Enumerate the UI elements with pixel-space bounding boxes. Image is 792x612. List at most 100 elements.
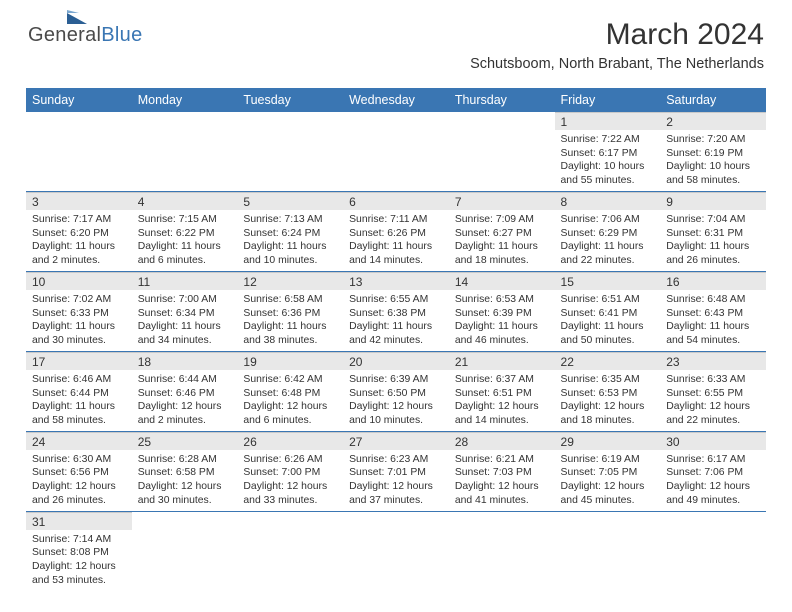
day-number: 24 <box>26 432 132 450</box>
calendar-cell: 4Sunrise: 7:15 AMSunset: 6:22 PMDaylight… <box>132 191 238 271</box>
day-number: 30 <box>660 432 766 450</box>
cell-body: Sunrise: 6:46 AMSunset: 6:44 PMDaylight:… <box>26 370 132 431</box>
day-number: 27 <box>343 432 449 450</box>
cell-body: Sunrise: 7:02 AMSunset: 6:33 PMDaylight:… <box>26 290 132 351</box>
day-number: 17 <box>26 352 132 370</box>
day-number: 29 <box>555 432 661 450</box>
calendar-cell: 21Sunrise: 6:37 AMSunset: 6:51 PMDayligh… <box>449 351 555 431</box>
calendar-cell: 25Sunrise: 6:28 AMSunset: 6:58 PMDayligh… <box>132 431 238 511</box>
cell-body: Sunrise: 6:26 AMSunset: 7:00 PMDaylight:… <box>237 450 343 511</box>
calendar-cell <box>237 112 343 191</box>
day-header: Monday <box>132 88 238 112</box>
day-header-row: SundayMondayTuesdayWednesdayThursdayFrid… <box>26 88 766 112</box>
cell-body: Sunrise: 6:39 AMSunset: 6:50 PMDaylight:… <box>343 370 449 431</box>
day-header: Saturday <box>660 88 766 112</box>
calendar-cell <box>26 112 132 191</box>
cell-body: Sunrise: 7:14 AMSunset: 8:08 PMDaylight:… <box>26 530 132 591</box>
calendar-cell <box>132 511 238 590</box>
cell-body: Sunrise: 7:09 AMSunset: 6:27 PMDaylight:… <box>449 210 555 271</box>
calendar-cell: 22Sunrise: 6:35 AMSunset: 6:53 PMDayligh… <box>555 351 661 431</box>
calendar-cell: 20Sunrise: 6:39 AMSunset: 6:50 PMDayligh… <box>343 351 449 431</box>
flag-icon <box>67 10 93 28</box>
day-number: 13 <box>343 272 449 290</box>
calendar-row: 17Sunrise: 6:46 AMSunset: 6:44 PMDayligh… <box>26 351 766 431</box>
day-number: 22 <box>555 352 661 370</box>
calendar-row: 31Sunrise: 7:14 AMSunset: 8:08 PMDayligh… <box>26 511 766 590</box>
cell-body: Sunrise: 7:17 AMSunset: 6:20 PMDaylight:… <box>26 210 132 271</box>
calendar-row: 1Sunrise: 7:22 AMSunset: 6:17 PMDaylight… <box>26 112 766 191</box>
day-number: 31 <box>26 512 132 530</box>
day-number: 9 <box>660 192 766 210</box>
cell-body: Sunrise: 6:44 AMSunset: 6:46 PMDaylight:… <box>132 370 238 431</box>
day-header: Friday <box>555 88 661 112</box>
subtitle: Schutsboom, North Brabant, The Netherlan… <box>470 56 764 72</box>
day-number: 1 <box>555 112 661 130</box>
calendar-cell: 30Sunrise: 6:17 AMSunset: 7:06 PMDayligh… <box>660 431 766 511</box>
cell-body: Sunrise: 6:33 AMSunset: 6:55 PMDaylight:… <box>660 370 766 431</box>
calendar-cell <box>343 511 449 590</box>
day-header: Sunday <box>26 88 132 112</box>
cell-body: Sunrise: 6:42 AMSunset: 6:48 PMDaylight:… <box>237 370 343 431</box>
cell-body: Sunrise: 6:35 AMSunset: 6:53 PMDaylight:… <box>555 370 661 431</box>
calendar-cell <box>237 511 343 590</box>
calendar-cell: 5Sunrise: 7:13 AMSunset: 6:24 PMDaylight… <box>237 191 343 271</box>
calendar-cell <box>449 511 555 590</box>
day-number: 25 <box>132 432 238 450</box>
cell-body: Sunrise: 6:17 AMSunset: 7:06 PMDaylight:… <box>660 450 766 511</box>
calendar-row: 3Sunrise: 7:17 AMSunset: 6:20 PMDaylight… <box>26 191 766 271</box>
day-header: Thursday <box>449 88 555 112</box>
day-header: Wednesday <box>343 88 449 112</box>
day-number: 11 <box>132 272 238 290</box>
calendar-cell: 27Sunrise: 6:23 AMSunset: 7:01 PMDayligh… <box>343 431 449 511</box>
day-number: 21 <box>449 352 555 370</box>
calendar-cell: 2Sunrise: 7:20 AMSunset: 6:19 PMDaylight… <box>660 112 766 191</box>
calendar-table: SundayMondayTuesdayWednesdayThursdayFrid… <box>26 88 766 591</box>
calendar-cell <box>449 112 555 191</box>
calendar-cell: 28Sunrise: 6:21 AMSunset: 7:03 PMDayligh… <box>449 431 555 511</box>
day-number: 4 <box>132 192 238 210</box>
calendar-cell: 1Sunrise: 7:22 AMSunset: 6:17 PMDaylight… <box>555 112 661 191</box>
calendar-cell: 19Sunrise: 6:42 AMSunset: 6:48 PMDayligh… <box>237 351 343 431</box>
day-number: 19 <box>237 352 343 370</box>
cell-body: Sunrise: 6:37 AMSunset: 6:51 PMDaylight:… <box>449 370 555 431</box>
calendar-cell: 31Sunrise: 7:14 AMSunset: 8:08 PMDayligh… <box>26 511 132 590</box>
title-block: March 2024 Schutsboom, North Brabant, Th… <box>470 18 764 72</box>
cell-body: Sunrise: 7:06 AMSunset: 6:29 PMDaylight:… <box>555 210 661 271</box>
calendar-cell: 12Sunrise: 6:58 AMSunset: 6:36 PMDayligh… <box>237 271 343 351</box>
cell-body: Sunrise: 6:51 AMSunset: 6:41 PMDaylight:… <box>555 290 661 351</box>
cell-body: Sunrise: 7:11 AMSunset: 6:26 PMDaylight:… <box>343 210 449 271</box>
day-number: 18 <box>132 352 238 370</box>
cell-body: Sunrise: 6:23 AMSunset: 7:01 PMDaylight:… <box>343 450 449 511</box>
calendar-row: 10Sunrise: 7:02 AMSunset: 6:33 PMDayligh… <box>26 271 766 351</box>
day-number: 5 <box>237 192 343 210</box>
calendar-cell: 8Sunrise: 7:06 AMSunset: 6:29 PMDaylight… <box>555 191 661 271</box>
calendar-cell <box>555 511 661 590</box>
day-number: 12 <box>237 272 343 290</box>
cell-body: Sunrise: 7:20 AMSunset: 6:19 PMDaylight:… <box>660 130 766 191</box>
calendar-cell: 6Sunrise: 7:11 AMSunset: 6:26 PMDaylight… <box>343 191 449 271</box>
cell-body: Sunrise: 6:19 AMSunset: 7:05 PMDaylight:… <box>555 450 661 511</box>
day-number: 2 <box>660 112 766 130</box>
calendar-cell: 10Sunrise: 7:02 AMSunset: 6:33 PMDayligh… <box>26 271 132 351</box>
calendar-cell: 15Sunrise: 6:51 AMSunset: 6:41 PMDayligh… <box>555 271 661 351</box>
calendar-cell: 24Sunrise: 6:30 AMSunset: 6:56 PMDayligh… <box>26 431 132 511</box>
calendar-cell <box>660 511 766 590</box>
calendar-cell: 3Sunrise: 7:17 AMSunset: 6:20 PMDaylight… <box>26 191 132 271</box>
day-number: 28 <box>449 432 555 450</box>
cell-body: Sunrise: 6:48 AMSunset: 6:43 PMDaylight:… <box>660 290 766 351</box>
calendar-row: 24Sunrise: 6:30 AMSunset: 6:56 PMDayligh… <box>26 431 766 511</box>
day-number: 6 <box>343 192 449 210</box>
cell-body: Sunrise: 7:00 AMSunset: 6:34 PMDaylight:… <box>132 290 238 351</box>
day-number: 26 <box>237 432 343 450</box>
logo-text-blue: Blue <box>101 24 142 46</box>
calendar-cell: 26Sunrise: 6:26 AMSunset: 7:00 PMDayligh… <box>237 431 343 511</box>
cell-body: Sunrise: 6:28 AMSunset: 6:58 PMDaylight:… <box>132 450 238 511</box>
cell-body: Sunrise: 6:55 AMSunset: 6:38 PMDaylight:… <box>343 290 449 351</box>
calendar-cell: 17Sunrise: 6:46 AMSunset: 6:44 PMDayligh… <box>26 351 132 431</box>
day-number: 3 <box>26 192 132 210</box>
cell-body: Sunrise: 6:30 AMSunset: 6:56 PMDaylight:… <box>26 450 132 511</box>
day-number: 15 <box>555 272 661 290</box>
cell-body: Sunrise: 7:13 AMSunset: 6:24 PMDaylight:… <box>237 210 343 271</box>
calendar-cell: 18Sunrise: 6:44 AMSunset: 6:46 PMDayligh… <box>132 351 238 431</box>
day-number: 10 <box>26 272 132 290</box>
